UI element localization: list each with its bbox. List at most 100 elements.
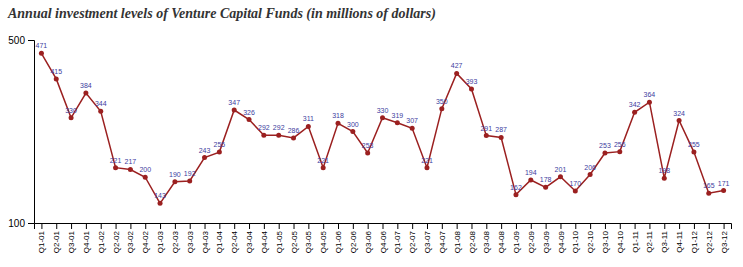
marker (321, 165, 326, 170)
marker (528, 177, 533, 182)
data-label: 393 (466, 78, 478, 85)
tick-label: Q2-05 (290, 230, 299, 253)
marker (158, 201, 163, 206)
tick-mark (457, 223, 458, 229)
tick-label: Q4-09 (557, 230, 566, 253)
tick: Q1-08 (453, 223, 462, 253)
tick-mark (56, 223, 57, 229)
data-label: 255 (688, 141, 700, 148)
data-label: 347 (228, 99, 240, 106)
tick: Q2-11 (645, 223, 654, 253)
marker (632, 110, 637, 115)
data-label: 255 (214, 141, 226, 148)
marker (261, 133, 266, 138)
marker (617, 149, 622, 154)
tick-label: Q3-02 (126, 230, 135, 253)
marker (83, 91, 88, 96)
marker (365, 151, 370, 156)
tick-mark (501, 223, 502, 229)
tick-mark (368, 223, 369, 229)
tick-mark (709, 223, 710, 229)
data-label: 253 (599, 142, 611, 149)
tick-mark (190, 223, 191, 229)
tick: Q3-05 (304, 223, 313, 253)
marker (39, 51, 44, 56)
data-label: 384 (80, 82, 92, 89)
tick: 500 (8, 35, 34, 46)
tick-mark (294, 223, 295, 229)
data-label: 190 (169, 171, 181, 178)
data-label: 200 (139, 166, 151, 173)
tick-mark (323, 223, 324, 229)
tick-mark (264, 223, 265, 229)
tick-mark (397, 223, 398, 229)
data-label: 415 (50, 68, 62, 75)
tick: Q2-07 (408, 223, 417, 253)
tick-label: Q4-02 (141, 230, 150, 253)
tick-mark (442, 223, 443, 229)
tick: Q1-12 (690, 223, 699, 253)
marker (172, 179, 177, 184)
tick-label: Q1-12 (690, 230, 699, 253)
tick-mark (219, 223, 220, 229)
plot: Q1-01Q2-01Q3-01Q4-01Q1-02Q2-02Q3-02Q4-02… (8, 35, 731, 254)
data-label: 344 (95, 100, 107, 107)
data-label: 427 (451, 62, 463, 69)
tick-mark (649, 223, 650, 229)
tick-label: 500 (8, 35, 25, 46)
tick-label: Q4-05 (319, 230, 328, 253)
marker (588, 172, 593, 177)
tick-label: Q3-08 (482, 230, 491, 253)
marker (424, 165, 429, 170)
tick-label: Q4-08 (497, 230, 506, 253)
tick: Q3-01 (67, 223, 76, 253)
tick: Q2-03 (171, 223, 180, 253)
data-label: 256 (614, 141, 626, 148)
tick-mark (116, 223, 117, 229)
tick-mark (516, 223, 517, 229)
tick-label: Q1-03 (156, 230, 165, 253)
marker (69, 115, 74, 120)
data-label: 319 (391, 112, 403, 119)
tick: Q3-07 (423, 223, 432, 253)
tick-mark (205, 223, 206, 229)
tick: Q4-09 (557, 223, 566, 253)
data-label: 194 (525, 169, 537, 176)
tick-label: Q2-11 (645, 230, 654, 252)
marker (662, 176, 667, 181)
marker (454, 71, 459, 76)
tick-label: Q3-03 (186, 230, 195, 253)
tick-label: Q2-01 (52, 230, 61, 253)
marker (499, 135, 504, 140)
tick: Q3-11 (660, 223, 669, 253)
tick: Q3-09 (542, 223, 551, 253)
tick: Q2-12 (705, 223, 714, 253)
tick-label: Q2-09 (527, 230, 536, 253)
tick-label: Q4-03 (201, 230, 210, 253)
marker (128, 167, 133, 172)
tick-mark (130, 223, 131, 229)
tick-mark (694, 223, 695, 229)
data-label: 198 (658, 167, 670, 174)
tick: Q2-08 (468, 223, 477, 253)
marker (143, 175, 148, 180)
tick-mark (353, 223, 354, 229)
marker (291, 135, 296, 140)
marker (439, 106, 444, 111)
marker (647, 100, 652, 105)
marker (558, 174, 563, 179)
tick: Q4-04 (260, 223, 269, 253)
tick-mark (279, 223, 280, 229)
tick-mark (412, 223, 413, 229)
tick-label: Q3-11 (660, 230, 669, 252)
tick-label: Q3-05 (304, 230, 313, 253)
data-label: 178 (540, 176, 552, 183)
data-label: 292 (258, 124, 270, 131)
tick: Q2-01 (52, 223, 61, 253)
data-label: 364 (644, 91, 656, 98)
marker (202, 155, 207, 160)
tick: Q3-08 (482, 223, 491, 253)
marker (113, 165, 118, 170)
data-label: 170 (569, 180, 581, 187)
data-label: 217 (125, 158, 137, 165)
